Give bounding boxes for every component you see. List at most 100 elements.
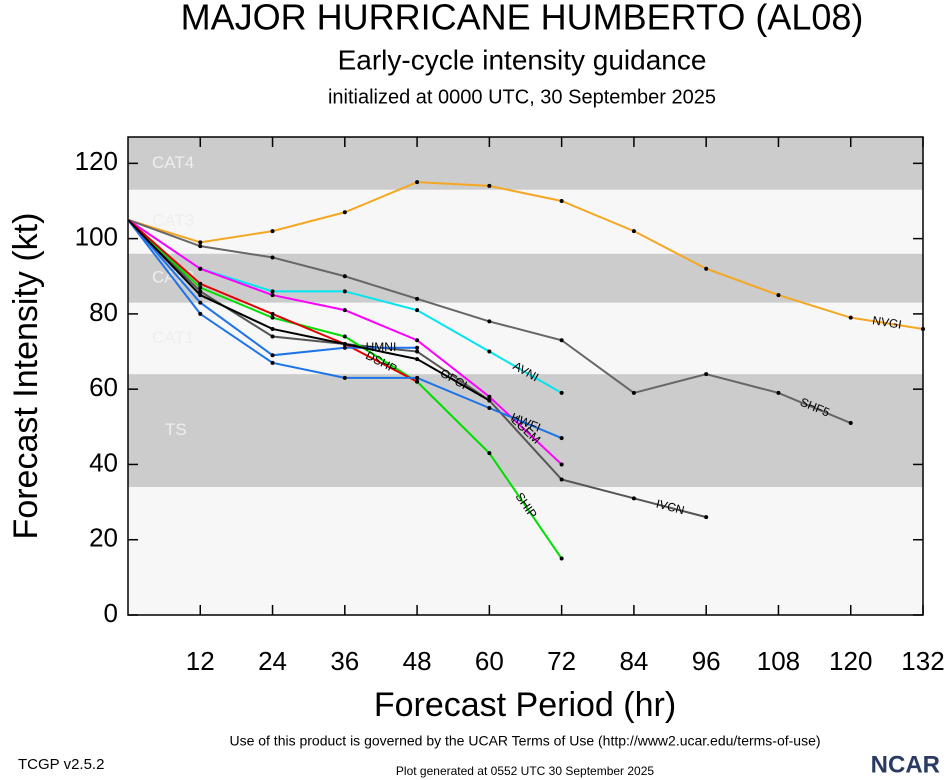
- data-point: [198, 266, 203, 271]
- data-point: [487, 183, 492, 188]
- data-point: [415, 357, 420, 362]
- data-point: [198, 244, 203, 249]
- y-tick-label: 80: [89, 297, 118, 327]
- version: TCGP v2.5.2: [18, 756, 104, 773]
- y-tick-label: 40: [89, 447, 118, 477]
- data-point: [848, 315, 853, 320]
- y-tick-label: 0: [104, 598, 118, 628]
- data-point: [559, 390, 564, 395]
- data-point: [704, 372, 709, 377]
- chart-subtitle: Early-cycle intensity guidance: [338, 44, 707, 75]
- y-tick-label: 100: [75, 221, 118, 251]
- data-point: [704, 515, 709, 520]
- data-point: [342, 308, 347, 313]
- data-point: [704, 266, 709, 271]
- category-band: [128, 302, 923, 375]
- data-point: [198, 281, 203, 286]
- x-tick-label: 48: [403, 646, 432, 676]
- data-point: [415, 345, 420, 350]
- logo: NCAR: [871, 751, 940, 778]
- data-point: [415, 308, 420, 313]
- generated: Plot generated at 0552 UTC 30 September …: [396, 764, 654, 778]
- data-point: [342, 334, 347, 339]
- data-point: [270, 360, 275, 365]
- data-point: [487, 405, 492, 410]
- x-tick-label: 36: [330, 646, 359, 676]
- category-band: [128, 189, 923, 254]
- data-point: [631, 390, 636, 395]
- data-point: [415, 338, 420, 343]
- x-tick-label: 72: [547, 646, 576, 676]
- data-point: [487, 394, 492, 399]
- data-point: [198, 289, 203, 294]
- data-point: [270, 289, 275, 294]
- data-point: [559, 462, 564, 467]
- data-point: [198, 300, 203, 305]
- data-point: [198, 293, 203, 298]
- x-tick-label: 60: [475, 646, 504, 676]
- data-point: [342, 375, 347, 380]
- data-point: [198, 240, 203, 245]
- data-point: [198, 285, 203, 290]
- y-tick-label: 20: [89, 523, 118, 553]
- data-point: [342, 345, 347, 350]
- data-point: [415, 349, 420, 354]
- chart-title: MAJOR HURRICANE HUMBERTO (AL08): [181, 0, 864, 38]
- data-point: [921, 326, 925, 331]
- data-point: [342, 342, 347, 347]
- x-axis-label: Forecast Period (hr): [374, 686, 676, 724]
- band-label: TS: [165, 420, 187, 439]
- data-point: [415, 375, 420, 380]
- plot-frame: [127, 136, 924, 616]
- chart-subtitle: initialized at 0000 UTC, 30 September 20…: [328, 86, 716, 108]
- data-point: [559, 198, 564, 203]
- data-point: [776, 293, 781, 298]
- data-point: [559, 477, 564, 482]
- series-line: [127, 181, 924, 330]
- data-point: [342, 274, 347, 279]
- category-band: [128, 137, 923, 190]
- x-tick-label: 24: [258, 646, 287, 676]
- y-axis-label: Forecast Intensity (kt): [7, 213, 45, 540]
- data-point: [415, 379, 420, 384]
- y-tick-label: 120: [75, 146, 118, 176]
- data-point: [270, 229, 275, 234]
- y-tick-label: 60: [89, 372, 118, 402]
- band-label: CAT4: [152, 153, 194, 172]
- footer: Use of this product is governed by the U…: [229, 733, 820, 749]
- data-point: [270, 311, 275, 316]
- data-point: [270, 255, 275, 260]
- data-point: [559, 556, 564, 561]
- data-point: [342, 210, 347, 215]
- data-point: [776, 390, 781, 395]
- data-point: [559, 338, 564, 343]
- series-line: [127, 219, 490, 402]
- data-point: [415, 180, 420, 185]
- series-label: NVGI: [871, 313, 902, 331]
- data-point: [415, 296, 420, 301]
- data-point: [270, 334, 275, 339]
- data-point: [270, 353, 275, 358]
- data-point: [487, 319, 492, 324]
- data-point: [848, 421, 853, 426]
- data-point: [487, 398, 492, 403]
- data-point: [631, 496, 636, 501]
- data-point: [487, 451, 492, 456]
- data-point: [342, 289, 347, 294]
- series-label: IVCN: [655, 497, 686, 518]
- x-tick-label: 84: [619, 646, 648, 676]
- data-point: [198, 311, 203, 316]
- data-point: [270, 293, 275, 298]
- x-tick-label: 132: [901, 646, 944, 676]
- band-label: CAT1: [152, 328, 194, 347]
- data-point: [487, 349, 492, 354]
- x-tick-label: 12: [186, 646, 215, 676]
- data-point: [631, 229, 636, 234]
- data-point: [270, 326, 275, 331]
- data-point: [559, 436, 564, 441]
- data-point: [270, 315, 275, 320]
- category-band: [128, 253, 923, 303]
- x-tick-label: 108: [757, 646, 800, 676]
